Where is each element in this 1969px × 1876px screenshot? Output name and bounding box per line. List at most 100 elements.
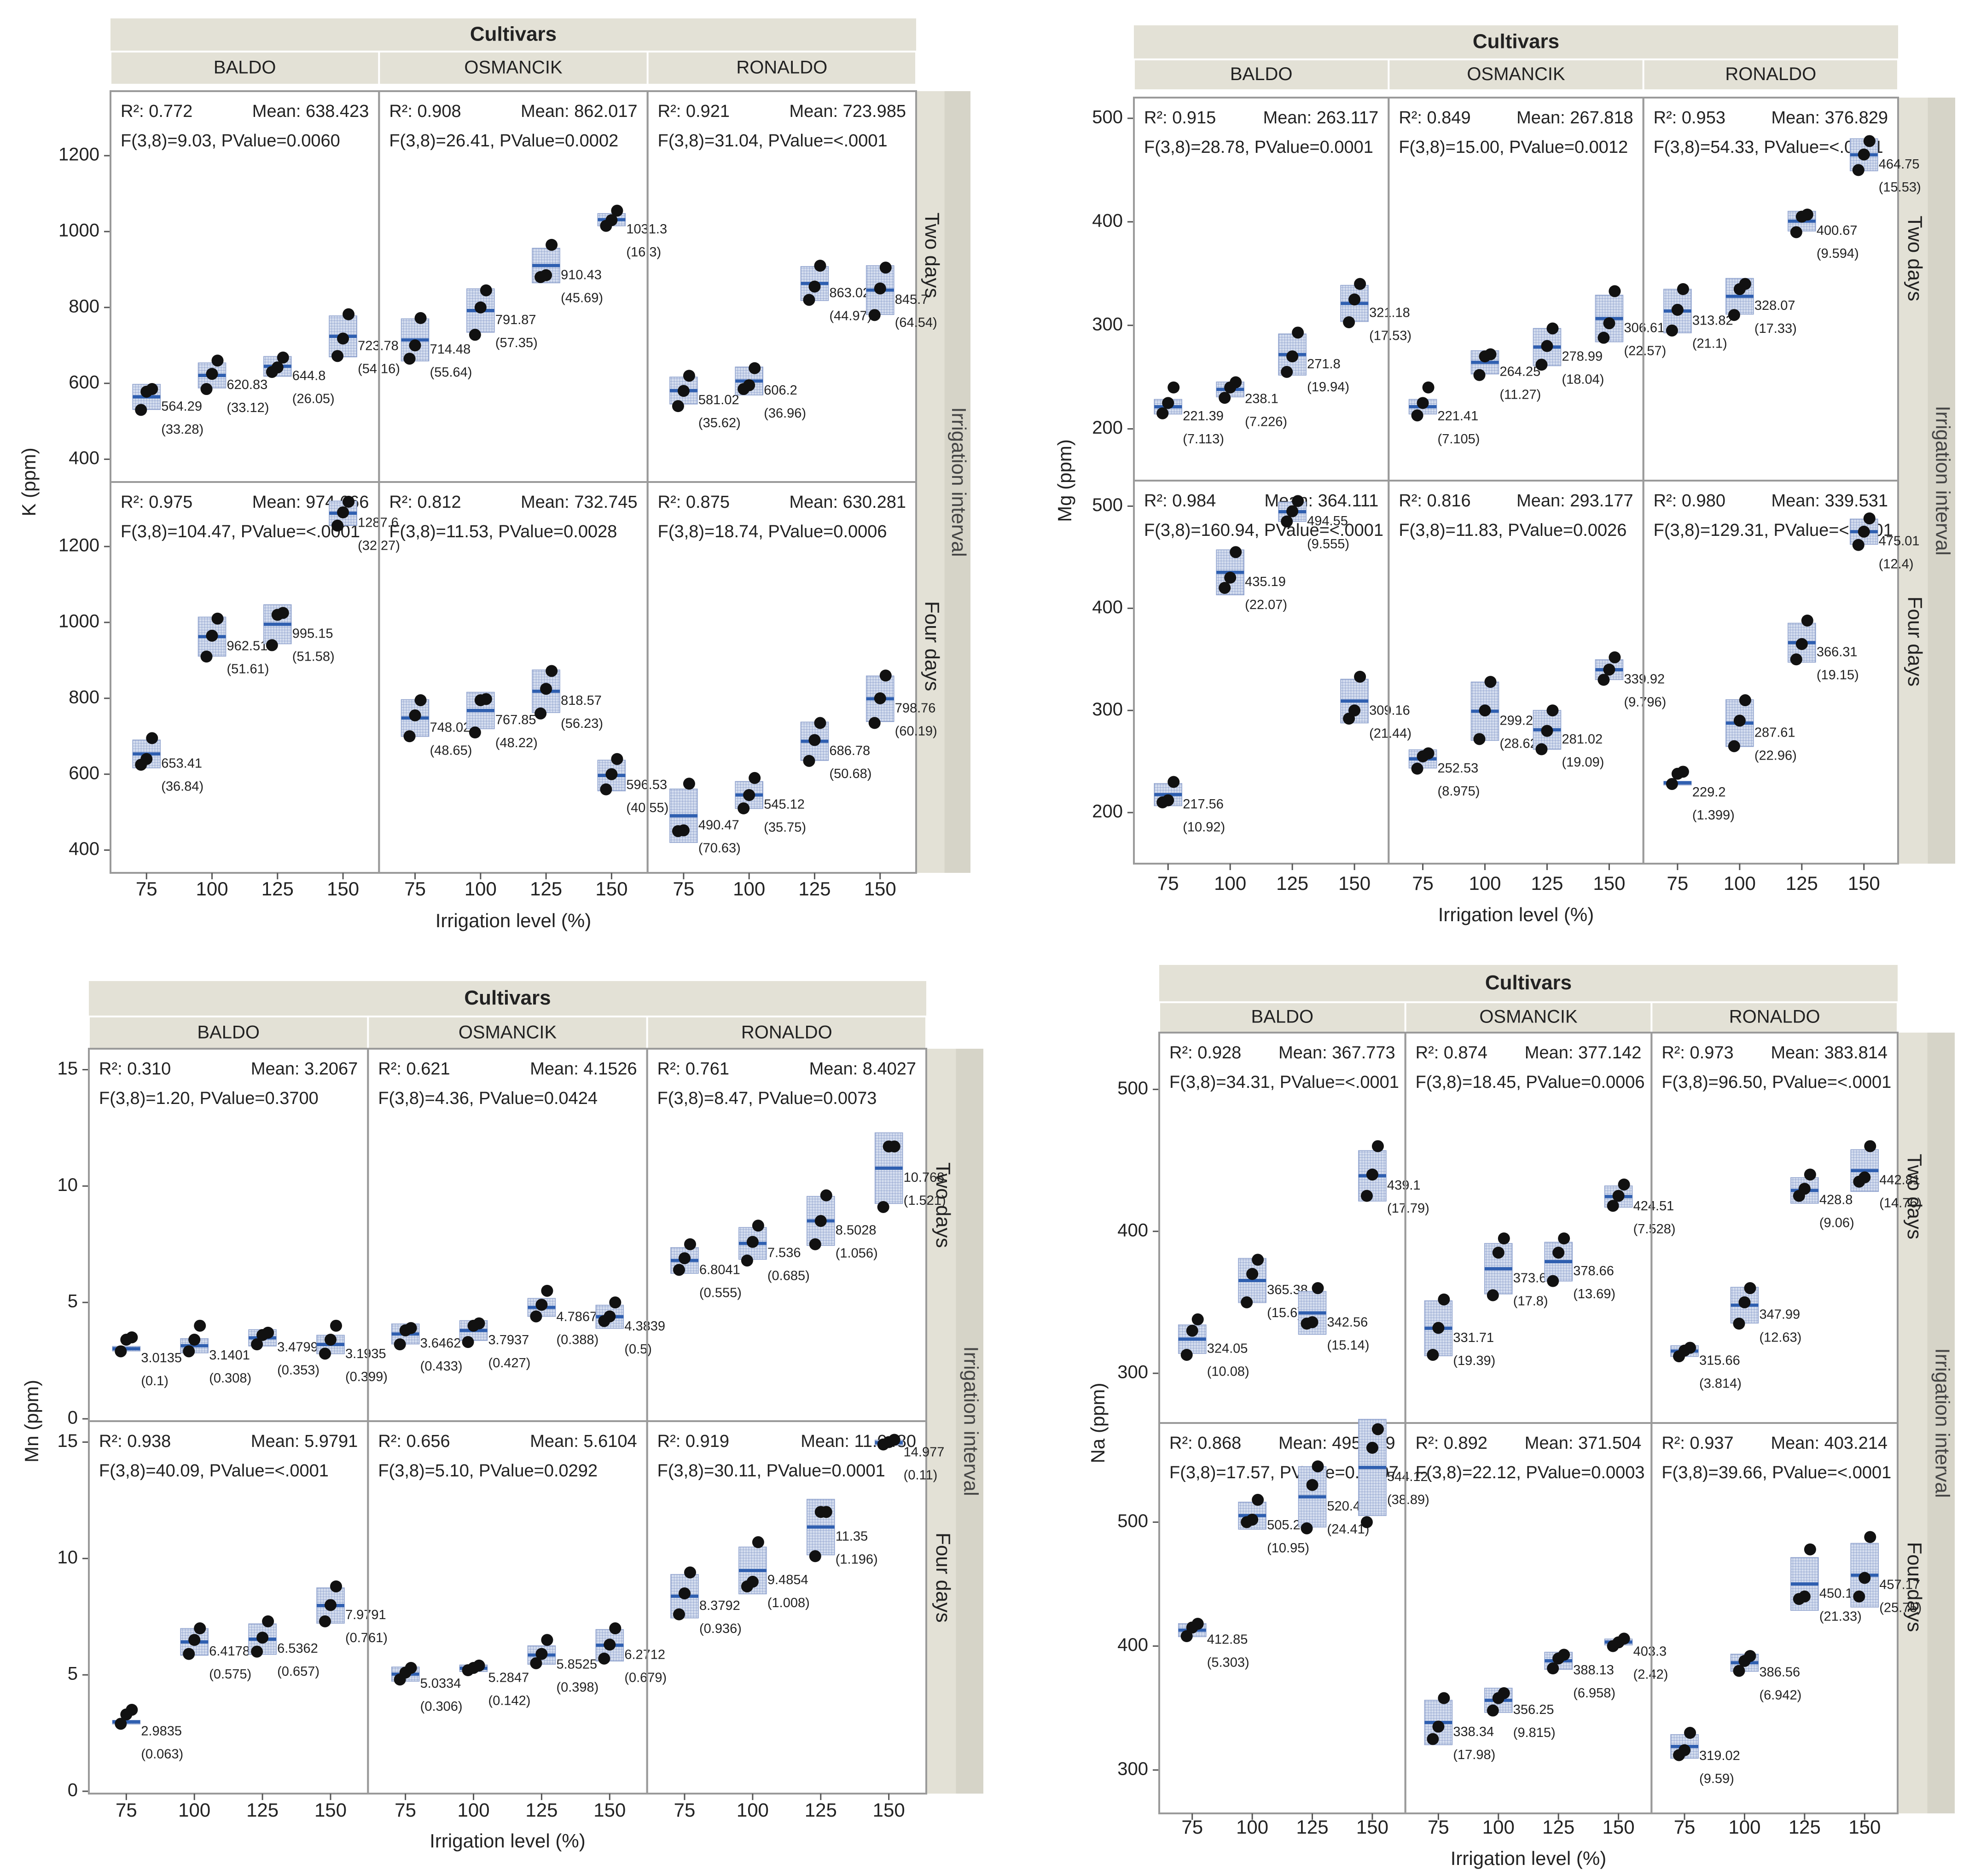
data-point: [1679, 1744, 1691, 1756]
std-error-label: (35.62): [698, 416, 741, 430]
data-point: [1306, 1479, 1318, 1491]
y-tick-label: 200: [1092, 802, 1123, 822]
f-statistic: F(3,8)=31.04, PValue=<.0001: [658, 131, 888, 151]
data-point: [530, 1657, 542, 1669]
data-point: [1558, 1232, 1570, 1245]
group: 339.92 (9.796): [1595, 651, 1666, 709]
std-error-label: (21.33): [1819, 1609, 1862, 1624]
std-error-label: (0.679): [624, 1671, 667, 1685]
x-tick-label: 75: [404, 878, 426, 900]
row-label-strip-bg: [916, 91, 945, 873]
std-error-label: (0.427): [488, 1356, 531, 1371]
data-point: [206, 368, 218, 380]
panel-mean: Mean: 723.985: [789, 102, 906, 121]
mean-value-label: 6.2712: [624, 1648, 665, 1662]
data-point: [540, 683, 552, 695]
std-error-label: (16.3): [626, 245, 661, 260]
group: 324.05 (10.08): [1178, 1313, 1249, 1379]
data-point: [1348, 293, 1361, 306]
std-error-label: (0.761): [345, 1631, 388, 1645]
cultivars-header-bg: [1159, 965, 1898, 1001]
data-point: [1852, 539, 1864, 551]
y-tick-label: 600: [69, 763, 99, 783]
std-error-label: (35.75): [764, 820, 806, 835]
group: 6.5362 (0.657): [248, 1615, 319, 1679]
group: 475.01 (12.4): [1850, 512, 1919, 572]
data-point: [1162, 794, 1174, 807]
data-point: [1230, 376, 1242, 389]
std-error-label: (17.53): [1369, 329, 1411, 343]
data-point: [820, 1506, 832, 1518]
group: 439.1 (17.79): [1358, 1140, 1429, 1216]
x-tick-label: 100: [1214, 872, 1246, 894]
std-error-label: (60.19): [895, 724, 937, 739]
mean-value-label: 271.8: [1307, 357, 1341, 372]
std-error-label: (0.936): [699, 1621, 742, 1636]
mean-value-label: 342.56: [1327, 1315, 1368, 1330]
r-squared: R²: 0.892: [1416, 1434, 1487, 1453]
chart-k: Cultivars BALDO OSMANCIK RONALDO Two days Fou…: [18, 18, 970, 931]
panel-frame: [646, 481, 917, 874]
data-point: [1487, 1704, 1499, 1717]
x-tick-label: 125: [261, 878, 294, 900]
group: 400.67 (9.594): [1788, 209, 1859, 261]
group: 606.2 (36.96): [735, 362, 806, 421]
data-point: [874, 282, 886, 295]
data-point: [1790, 226, 1802, 238]
std-error-label: (0.308): [209, 1371, 251, 1386]
data-point: [1219, 392, 1231, 404]
group: 494.55 (9.555): [1278, 495, 1349, 552]
row-label: Two days: [932, 1162, 954, 1248]
group: 331.71 (19.39): [1424, 1293, 1495, 1368]
group: 798.76 (60.19): [865, 669, 937, 739]
data-point: [1618, 1178, 1630, 1191]
row-label-strip-bg: [1898, 1033, 1928, 1813]
y-tick-label: 15: [58, 1058, 78, 1079]
cultivar-header-bg: [1406, 1003, 1651, 1032]
data-point: [405, 1322, 417, 1334]
mean-value-label: 3.7937: [488, 1333, 529, 1347]
data-point: [1191, 1313, 1204, 1325]
std-error-label: (70.63): [698, 841, 741, 856]
y-axis-label: Mn (ppm): [21, 1380, 42, 1463]
std-error-label: (0.555): [699, 1286, 742, 1301]
data-point: [611, 204, 623, 217]
panel: R²: 0.892 Mean: 371.504 F(3,8)=22.12, PVal…: [1404, 1422, 1668, 1814]
data-point: [746, 1236, 759, 1248]
y-tick-label: 5: [68, 1664, 78, 1684]
y-tick-label: 400: [69, 839, 99, 859]
data-point: [679, 1252, 691, 1265]
std-error-label: (22.57): [1624, 343, 1666, 358]
cultivar-label: OSMANCIK: [1467, 64, 1565, 84]
mean-value-label: 338.34: [1453, 1725, 1494, 1739]
std-error-label: (9.59): [1699, 1771, 1734, 1786]
group: 278.99 (18.04): [1533, 322, 1604, 387]
group: 818.57 (56.23): [532, 665, 603, 731]
data-point: [743, 379, 755, 391]
data-point: [541, 1284, 553, 1297]
f-statistic: F(3,8)=4.36, PValue=0.0424: [378, 1089, 598, 1108]
cultivar-header-bg: [1389, 60, 1643, 89]
data-point: [1427, 1348, 1439, 1361]
chart-mg: Cultivars BALDO OSMANCIK RONALDO Two days Fou…: [1054, 25, 1955, 925]
mean-value-label: 490.47: [698, 818, 739, 833]
panel-mean: Mean: 8.4027: [809, 1059, 916, 1079]
data-point: [1241, 1296, 1253, 1308]
group: 2.9835 (0.063): [112, 1703, 183, 1762]
data-point: [1798, 1590, 1811, 1603]
data-point: [749, 772, 761, 784]
data-point: [1473, 369, 1486, 381]
mean-value-label: 331.71: [1453, 1330, 1494, 1345]
mean-value-label: 435.19: [1245, 575, 1286, 589]
x-tick-label: 150: [593, 1799, 626, 1821]
data-point: [598, 1652, 610, 1665]
group: 10.768 (1.521): [874, 1132, 946, 1213]
group: 424.51 (7.528): [1604, 1178, 1676, 1237]
panel-mean: Mean: 4.1526: [530, 1059, 637, 1079]
group: 653.41 (36.84): [132, 732, 203, 794]
group: 995.15 (51.58): [263, 604, 335, 664]
x-tick-label: 125: [530, 878, 562, 900]
data-point: [1733, 1665, 1745, 1677]
data-point: [741, 1255, 753, 1267]
group: 412.85 (5.303): [1178, 1618, 1249, 1670]
